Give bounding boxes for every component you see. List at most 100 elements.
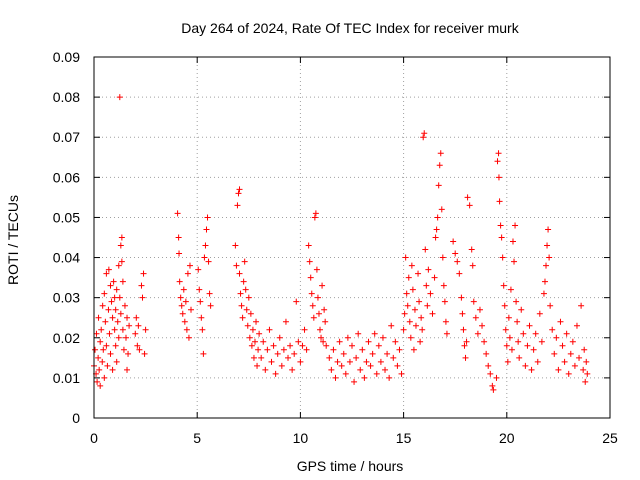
data-point <box>427 290 434 297</box>
data-point <box>476 306 483 313</box>
data-point <box>553 334 560 341</box>
data-point <box>420 134 427 141</box>
data-point <box>236 186 243 193</box>
data-point <box>557 318 564 325</box>
data-point <box>502 326 509 333</box>
data-point <box>400 326 407 333</box>
data-point <box>359 346 366 353</box>
data-point <box>555 366 562 373</box>
data-point <box>545 226 552 233</box>
data-point <box>411 306 418 313</box>
data-point <box>530 346 537 353</box>
y-tick-label: 0.03 <box>53 290 80 306</box>
data-point <box>239 314 246 321</box>
data-point <box>340 350 347 357</box>
data-point <box>326 354 333 361</box>
data-point <box>509 238 516 245</box>
data-point <box>541 278 548 285</box>
data-point <box>375 342 382 349</box>
data-point <box>98 326 105 333</box>
data-point <box>401 310 408 317</box>
data-point <box>293 298 300 305</box>
data-point <box>276 334 283 341</box>
data-point <box>262 366 269 373</box>
data-point <box>371 330 378 337</box>
data-point <box>101 290 108 297</box>
data-point <box>124 314 131 321</box>
data-point <box>522 362 529 369</box>
data-point <box>295 338 302 345</box>
data-point <box>240 278 247 285</box>
data-point <box>301 326 308 333</box>
data-point <box>410 346 417 353</box>
data-point <box>565 370 572 377</box>
data-point <box>103 270 110 277</box>
x-axis-label: GPS time / hours <box>297 458 404 474</box>
data-point <box>250 354 257 361</box>
data-point <box>232 242 239 249</box>
data-point <box>515 338 522 345</box>
data-point <box>546 254 553 261</box>
data-point <box>504 358 511 365</box>
data-point <box>320 338 327 345</box>
data-point <box>109 366 116 373</box>
data-point <box>544 242 551 249</box>
data-point <box>132 330 139 337</box>
data-point <box>248 342 255 349</box>
data-point <box>317 326 324 333</box>
data-point <box>115 262 122 269</box>
data-point <box>346 358 353 365</box>
data-point <box>118 258 125 265</box>
data-point <box>459 310 466 317</box>
data-point <box>388 322 395 329</box>
data-point <box>233 262 240 269</box>
data-point <box>272 370 279 377</box>
data-point <box>508 346 515 353</box>
data-point <box>126 322 133 329</box>
data-point <box>92 346 99 353</box>
data-point <box>117 310 124 317</box>
data-point <box>116 294 123 301</box>
data-point <box>245 294 252 301</box>
data-point <box>363 358 370 365</box>
data-point <box>417 338 424 345</box>
y-tick-label: 0.09 <box>53 49 80 65</box>
data-point <box>102 318 109 325</box>
data-point <box>373 370 380 377</box>
data-point <box>536 310 543 317</box>
data-point <box>198 314 205 321</box>
data-point <box>474 330 481 337</box>
data-point <box>299 342 306 349</box>
data-point <box>119 278 126 285</box>
data-point <box>534 358 541 365</box>
data-point <box>110 278 117 285</box>
data-point <box>253 318 260 325</box>
data-point <box>351 378 358 385</box>
data-point <box>487 370 494 377</box>
y-tick-label: 0 <box>72 410 80 426</box>
data-point <box>581 346 588 353</box>
data-point <box>104 362 111 369</box>
data-point <box>184 270 191 277</box>
data-point <box>479 322 486 329</box>
data-point <box>532 330 539 337</box>
data-point <box>107 282 114 289</box>
data-point <box>512 222 519 229</box>
data-point <box>100 346 107 353</box>
y-tick-label: 0.06 <box>53 169 80 185</box>
data-point <box>266 326 273 333</box>
data-point <box>242 286 249 293</box>
data-point <box>547 302 554 309</box>
data-point <box>260 338 267 345</box>
data-point <box>423 282 430 289</box>
y-axis-label: ROTI / TECUs <box>5 195 21 285</box>
data-point <box>315 310 322 317</box>
data-point <box>330 346 337 353</box>
data-point <box>583 358 590 365</box>
y-tick-label: 0.04 <box>53 250 80 266</box>
data-point <box>140 270 147 277</box>
data-point <box>94 378 101 385</box>
y-tick-labels: 0 0.01 0.02 0.03 0.04 0.05 0.06 0.07 0.08 0.09 <box>53 49 80 426</box>
data-point <box>297 358 304 365</box>
data-point <box>567 350 574 357</box>
